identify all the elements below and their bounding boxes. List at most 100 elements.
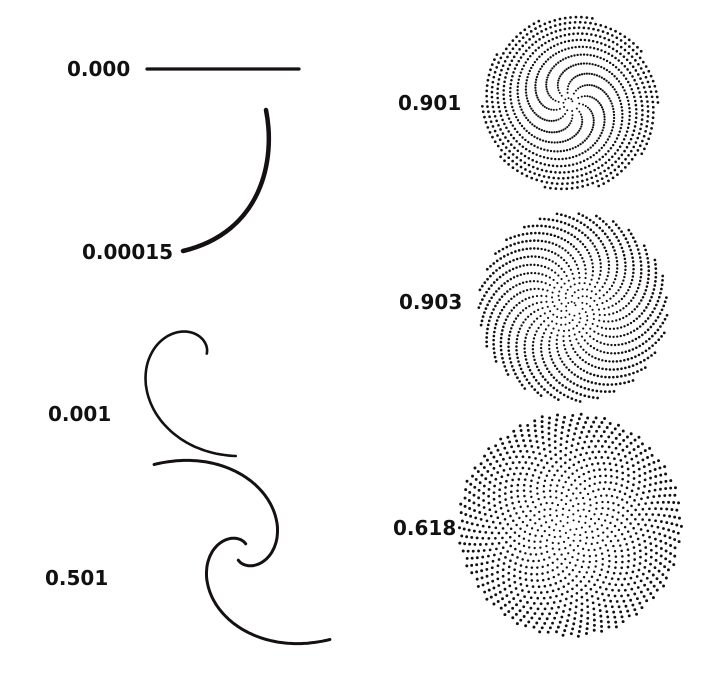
dots-0-618-dot [496,577,500,581]
dots-0-618-dot [564,470,567,473]
dots-0-618-dot [517,500,521,503]
dots-0-903-dot [557,235,560,239]
dots-0-901-dot [545,81,548,84]
dots-0-901-dot [606,138,610,141]
dots-0-903-dot [543,320,546,323]
dots-0-903-dot [606,383,610,386]
dots-0-903-dot [492,293,496,296]
dots-0-618-dot [470,571,474,575]
dots-0-901-dot [626,68,629,71]
dots-0-618-dot [508,467,512,471]
dots-0-903-dot [524,298,527,301]
dots-0-618-dot [574,564,577,567]
dots-0-903-dot [625,304,628,308]
dots-0-618-dot [519,618,523,622]
dots-0-618-dot [479,518,483,521]
dots-0-618-dot [647,569,651,573]
dots-0-903-dot [555,322,558,325]
dots-0-618-dot [559,443,563,446]
dots-0-618-dot [505,504,508,507]
dots-0-618-dot [629,441,633,445]
dots-0-618-dot [595,507,598,510]
dots-0-901-dot [581,32,584,35]
dots-0-901-dot [503,105,507,109]
dots-0-901-dot [529,121,532,124]
dots-0-618-dot [631,603,635,607]
dots-0-903-dot [534,255,537,258]
dots-0-618-dot [644,502,647,505]
dots-0-903-dot [541,288,544,291]
dots-0-903-dot [634,355,637,358]
dots-0-901-dot [596,100,600,103]
dots-0-903-dot [616,367,619,371]
dots-0-901-dot [642,86,646,89]
dots-0-901-dot [556,43,559,46]
dots-0-618-dot [613,615,617,619]
dots-0-903-dot [597,308,601,311]
dots-0-901-dot [577,87,580,90]
dots-0-901-dot [552,54,555,57]
dots-0-901-dot [524,88,528,91]
dots-0-901-dot [553,65,556,68]
dots-0-618-dot [617,589,621,592]
dots-0-618-dot [584,421,588,424]
dots-0-903-dot [566,240,570,244]
dots-0-901-dot [619,45,623,49]
dots-0-618-dot [537,497,540,501]
dots-0-618-dot [470,522,474,526]
dots-0-901-dot [625,130,629,133]
dots-0-903-dot [569,380,572,383]
dots-0-901-dot [584,150,587,153]
dots-0-901-dot [526,99,529,103]
dots-0-903-dot [528,326,531,329]
dots-0-618-dot [570,595,574,598]
dots-0-618-dot [632,483,635,487]
dots-0-903-dot [524,358,528,361]
dots-0-618-dot [495,547,498,551]
dots-0-901-dot [572,77,575,80]
dots-0-903-dot [631,256,634,259]
dots-0-901-dot [632,42,635,45]
dots-0-618-dot [511,606,515,610]
dots-0-618-dot [522,483,526,487]
dots-0-618-dot [566,434,570,438]
dots-0-903-dot [604,249,608,253]
dots-0-618-dot [617,452,621,456]
dots-0-901-dot [644,90,647,94]
dots-0-618-dot [589,425,593,429]
dots-0-618-dot [669,544,673,547]
dots-0-618-dot [577,630,581,633]
dots-0-901-dot [557,100,560,103]
dots-0-903-dot [599,269,602,273]
dots-0-903-dot [607,306,610,309]
dots-0-618-dot [548,612,551,616]
dots-0-903-dot [603,282,606,285]
dots-0-618-dot [562,610,565,613]
dots-0-901-dot [579,127,582,130]
dots-0-618-dot [607,625,611,629]
dots-0-903-dot [647,277,650,281]
dots-0-618-dot [586,616,590,620]
dots-0-618-dot [625,445,629,448]
dots-0-618-dot [515,603,518,607]
dots-0-618-dot [649,580,653,584]
dots-0-618-dot [615,469,619,473]
dots-0-903-dot [646,261,650,264]
dots-0-618-dot [584,542,588,545]
dots-0-618-dot [567,536,570,540]
dots-0-901-dot [576,32,580,35]
dots-0-618-dot [545,544,548,548]
dots-0-903-dot [550,269,554,272]
dots-0-618-dot [567,488,570,492]
dots-0-903-dot [489,264,492,268]
dots-0-903-dot [583,386,587,390]
dots-0-903-dot [549,393,553,397]
dots-0-901-dot [525,94,528,97]
dots-0-901-dot [630,55,634,58]
dots-0-618-dot [615,496,619,499]
dots-0-901-dot [582,53,586,56]
dots-0-903-dot [592,373,596,377]
dots-0-618-dot [568,608,572,611]
dots-0-901-dot [554,30,558,33]
dots-0-901-dot [554,99,557,102]
